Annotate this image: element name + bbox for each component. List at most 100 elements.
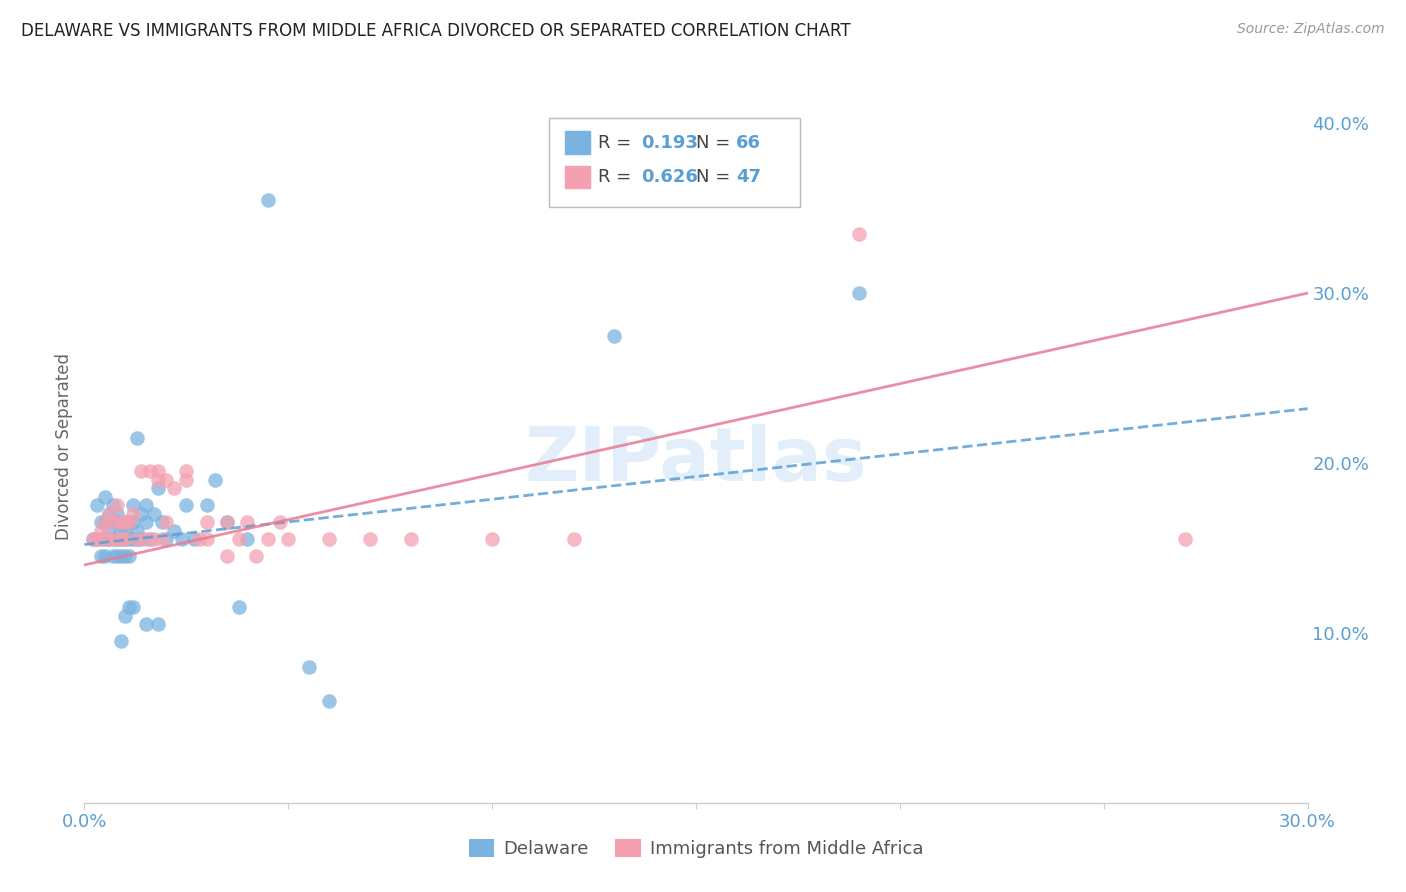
Immigrants from Middle Africa xyxy=(105,499,128,513)
Delaware xyxy=(127,533,149,547)
Delaware xyxy=(110,634,132,648)
Delaware xyxy=(131,533,153,547)
Text: 0.626: 0.626 xyxy=(641,168,697,186)
Text: Source: ZipAtlas.com: Source: ZipAtlas.com xyxy=(1237,22,1385,37)
Immigrants from Middle Africa xyxy=(481,533,503,547)
Delaware xyxy=(114,524,136,538)
Immigrants from Middle Africa xyxy=(114,516,136,530)
Delaware xyxy=(114,608,136,623)
Delaware xyxy=(146,482,169,496)
Delaware xyxy=(135,516,157,530)
Immigrants from Middle Africa xyxy=(122,507,145,521)
Delaware xyxy=(118,516,141,530)
Immigrants from Middle Africa xyxy=(174,473,197,487)
Immigrants from Middle Africa xyxy=(155,473,177,487)
Text: N =: N = xyxy=(696,168,735,186)
Immigrants from Middle Africa xyxy=(1174,533,1197,547)
Delaware xyxy=(236,533,259,547)
Immigrants from Middle Africa xyxy=(562,533,585,547)
Delaware xyxy=(118,533,141,547)
Delaware xyxy=(93,490,115,504)
Delaware xyxy=(101,516,124,530)
Delaware xyxy=(110,533,132,547)
Delaware xyxy=(90,533,112,547)
Delaware xyxy=(163,524,186,538)
Immigrants from Middle Africa xyxy=(93,533,115,547)
Delaware xyxy=(114,549,136,564)
Immigrants from Middle Africa xyxy=(269,516,291,530)
Delaware xyxy=(82,533,104,547)
Text: ZIPatlas: ZIPatlas xyxy=(524,424,868,497)
Delaware xyxy=(127,524,149,538)
Immigrants from Middle Africa xyxy=(195,516,218,530)
Delaware xyxy=(228,600,250,615)
Immigrants from Middle Africa xyxy=(318,533,340,547)
Immigrants from Middle Africa xyxy=(359,533,381,547)
Immigrants from Middle Africa xyxy=(155,516,177,530)
Immigrants from Middle Africa xyxy=(131,465,153,479)
Delaware xyxy=(110,524,132,538)
Immigrants from Middle Africa xyxy=(848,227,870,241)
Delaware xyxy=(118,600,141,615)
Delaware xyxy=(150,516,173,530)
Delaware xyxy=(114,533,136,547)
Immigrants from Middle Africa xyxy=(150,533,173,547)
Delaware xyxy=(101,549,124,564)
Immigrants from Middle Africa xyxy=(236,516,259,530)
Delaware xyxy=(122,516,145,530)
Delaware xyxy=(93,516,115,530)
Delaware xyxy=(105,533,128,547)
Bar xyxy=(565,131,589,154)
Immigrants from Middle Africa xyxy=(187,533,209,547)
Delaware xyxy=(135,617,157,632)
Delaware xyxy=(848,286,870,301)
Delaware xyxy=(122,499,145,513)
Delaware xyxy=(93,533,115,547)
Delaware xyxy=(138,533,160,547)
Delaware xyxy=(114,516,136,530)
Immigrants from Middle Africa xyxy=(97,533,120,547)
Immigrants from Middle Africa xyxy=(174,465,197,479)
Immigrants from Middle Africa xyxy=(135,533,157,547)
Immigrants from Middle Africa xyxy=(90,524,112,538)
Immigrants from Middle Africa xyxy=(257,533,280,547)
Immigrants from Middle Africa xyxy=(146,465,169,479)
Immigrants from Middle Africa xyxy=(195,533,218,547)
Immigrants from Middle Africa xyxy=(105,533,128,547)
Delaware xyxy=(217,516,239,530)
Immigrants from Middle Africa xyxy=(146,473,169,487)
Text: R =: R = xyxy=(598,168,637,186)
Immigrants from Middle Africa xyxy=(277,533,299,547)
Delaware xyxy=(131,507,153,521)
Delaware xyxy=(155,533,177,547)
Immigrants from Middle Africa xyxy=(138,465,160,479)
Delaware xyxy=(135,499,157,513)
Immigrants from Middle Africa xyxy=(142,533,165,547)
Immigrants from Middle Africa xyxy=(93,516,115,530)
Delaware xyxy=(86,499,108,513)
Immigrants from Middle Africa xyxy=(110,533,132,547)
Delaware xyxy=(86,533,108,547)
Delaware xyxy=(90,549,112,564)
Text: N =: N = xyxy=(696,134,735,152)
Delaware xyxy=(105,507,128,521)
Immigrants from Middle Africa xyxy=(245,549,267,564)
Immigrants from Middle Africa xyxy=(217,549,239,564)
Immigrants from Middle Africa xyxy=(399,533,422,547)
Delaware xyxy=(105,516,128,530)
Legend: Delaware, Immigrants from Middle Africa: Delaware, Immigrants from Middle Africa xyxy=(461,831,931,865)
Immigrants from Middle Africa xyxy=(127,533,149,547)
Immigrants from Middle Africa xyxy=(228,533,250,547)
Delaware xyxy=(93,549,115,564)
Delaware xyxy=(298,660,321,674)
Text: DELAWARE VS IMMIGRANTS FROM MIDDLE AFRICA DIVORCED OR SEPARATED CORRELATION CHAR: DELAWARE VS IMMIGRANTS FROM MIDDLE AFRIC… xyxy=(21,22,851,40)
Delaware xyxy=(122,533,145,547)
Delaware xyxy=(97,524,120,538)
Immigrants from Middle Africa xyxy=(110,516,132,530)
Delaware xyxy=(257,193,280,207)
Delaware xyxy=(122,600,145,615)
Immigrants from Middle Africa xyxy=(217,516,239,530)
Text: 0.193: 0.193 xyxy=(641,134,697,152)
Immigrants from Middle Africa xyxy=(163,482,186,496)
Y-axis label: Divorced or Separated: Divorced or Separated xyxy=(55,352,73,540)
